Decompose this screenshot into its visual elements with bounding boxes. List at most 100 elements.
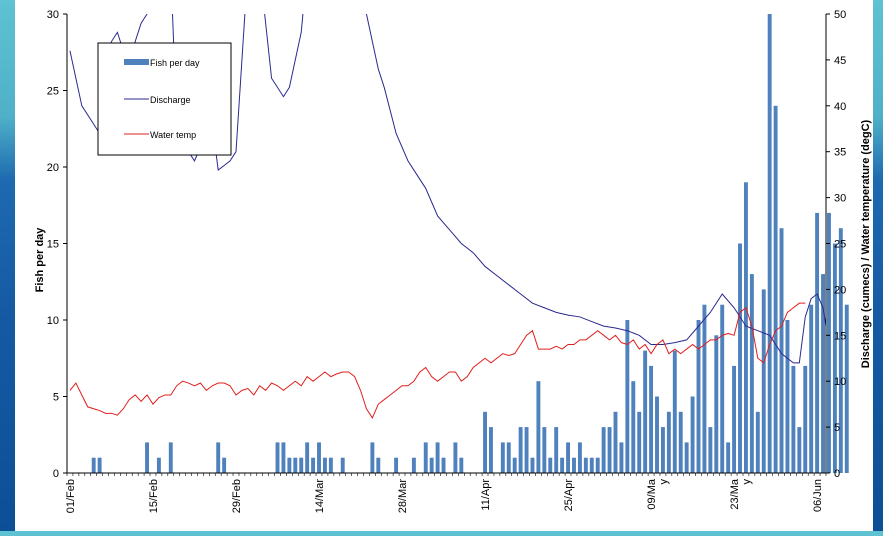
bar-fish-day-63 <box>441 457 446 473</box>
y-tick-label-15: 15 <box>47 239 59 251</box>
bar-fish-day-111 <box>726 442 731 473</box>
bar-fish-day-87 <box>583 457 588 473</box>
bar-fish-day-119 <box>773 105 778 474</box>
bar-fish-day-90 <box>601 427 606 473</box>
bar-fish-day-55 <box>394 457 399 473</box>
bar-fish-day-85 <box>572 457 576 473</box>
bar-fish-day-38 <box>293 457 298 473</box>
bar-fish-day-84 <box>566 442 571 473</box>
bar-fish-day-76 <box>518 427 523 473</box>
bar-fish-day-77 <box>524 427 529 473</box>
bar-fish-day-112 <box>732 365 737 473</box>
y2-tick-label-40: 40 <box>834 101 846 113</box>
x-tick-label-group-42: 14/Mar <box>314 479 326 514</box>
bar-fish-day-88 <box>589 457 594 473</box>
legend: Fish per day Discharge Water temp <box>97 42 232 156</box>
bar-fish-day-122 <box>791 365 796 473</box>
bar-fish-day-75 <box>512 457 517 473</box>
bar-fish-day-62 <box>435 442 440 473</box>
y-tick-label-5: 5 <box>53 392 59 404</box>
bar-fish-day-101 <box>666 411 671 473</box>
x-tick-label-112-0: 23/Ma <box>729 478 741 509</box>
line-discharge <box>69 14 826 364</box>
legend-swatch-fish-per-day <box>124 59 149 65</box>
legend-label-discharge: Discharge <box>150 95 191 105</box>
bar-fish-day-109 <box>714 335 719 473</box>
x-tick-label-56-0: 28/Mar <box>397 479 409 514</box>
bar-fish-day-128 <box>827 212 831 473</box>
x-tick-label-28-0: 29/Feb <box>231 479 243 513</box>
x-tick-label-group-28: 29/Feb <box>231 479 243 513</box>
bar-fish-day-129 <box>832 243 837 473</box>
bar-fish-day-66 <box>459 457 464 473</box>
bar-fish-day-36 <box>281 442 286 473</box>
bar-fish-day-108 <box>708 427 713 473</box>
bar-fish-day-43 <box>322 457 327 473</box>
bar-fish-day-60 <box>423 442 428 473</box>
x-tick-label-112-1: y <box>741 479 753 485</box>
bar-fish-day-118 <box>767 14 772 473</box>
bar-fish-day-123 <box>797 427 802 473</box>
y-tick-label-25: 25 <box>47 86 59 98</box>
legend-frame <box>97 42 232 156</box>
y2-tick-label-10: 10 <box>834 376 846 388</box>
bar-fish-day-106 <box>696 320 701 473</box>
y2-tick-label-20: 20 <box>834 284 846 296</box>
x-tick-label-group-126: 06/Jun <box>812 479 824 512</box>
bar-fish-day-26 <box>222 457 227 473</box>
x-tick-label-group-0: 01/Feb <box>65 479 77 513</box>
bar-fish-day-116 <box>755 411 760 473</box>
bar-fish-day-79 <box>536 381 541 473</box>
bar-fish-day-70 <box>483 411 487 473</box>
bar-fish-day-58 <box>411 457 416 473</box>
y2-tick-label-15: 15 <box>834 330 846 342</box>
y-axis-label: Fish per day <box>34 227 46 293</box>
bar-fish-day-120 <box>779 228 784 473</box>
y2-axis-label: Discharge (cumecs) / Water temperature (… <box>860 119 872 368</box>
x-tick-label-group-56: 28/Mar <box>397 479 409 514</box>
y-tick-label-10: 10 <box>47 315 59 327</box>
bar-fish-day-44 <box>328 457 333 473</box>
x-tick-label-group-98: 09/Ma y <box>646 478 670 509</box>
bar-fish-day-92 <box>613 411 618 473</box>
bar-fish-day-17 <box>168 442 173 473</box>
y2-tick-label-30: 30 <box>834 193 846 205</box>
bar-fish-day-93 <box>619 442 624 473</box>
bar-fish-day-89 <box>595 457 600 473</box>
bar-fish-day-52 <box>376 457 381 473</box>
x-tick-label-group-112: 23/Ma y <box>729 478 753 509</box>
bar-fish-day-114 <box>743 182 748 474</box>
x-tick-label-42-0: 14/Mar <box>314 479 326 514</box>
bar-fish-day-15 <box>156 457 161 473</box>
bar-fish-day-74 <box>506 442 511 473</box>
bar-fish-day-104 <box>684 442 689 473</box>
x-tick-label-126-0: 06/Jun <box>812 479 824 512</box>
bar-fish-day-65 <box>453 442 458 473</box>
bar-fish-day-126 <box>815 212 820 473</box>
bar-fish-day-99 <box>655 396 659 473</box>
y-tick-label-0: 0 <box>53 468 59 480</box>
bar-fish-day-4 <box>91 457 96 473</box>
chart-svg: 0 5 10 15 20 25 30 0 5 10 15 20 25 30 35 40 45 50 01/Feb 15… <box>34 9 872 514</box>
x-tick-label-14-0: 15/Feb <box>148 479 160 513</box>
bar-fish-day-124 <box>803 365 808 473</box>
y2-tick-label-35: 35 <box>834 147 846 159</box>
legend-label-fish-per-day: Fish per day <box>150 58 200 68</box>
y-tick-label-30: 30 <box>47 9 59 21</box>
bar-fish-day-40 <box>305 442 310 473</box>
bar-fish-day-35 <box>275 442 280 473</box>
x-tick-label-group-70: 11/Apr <box>480 479 492 511</box>
x-tick-label-group-14: 15/Feb <box>148 479 160 513</box>
bar-fish-day-110 <box>720 304 725 473</box>
bar-fish-day-130 <box>838 228 843 473</box>
bar-fish-day-107 <box>702 304 707 473</box>
bar-fish-day-102 <box>672 350 677 473</box>
bar-fish-day-113 <box>738 243 742 473</box>
bar-fish-day-61 <box>429 457 434 473</box>
bar-fish-day-103 <box>678 411 683 473</box>
chart-area: 0 5 10 15 20 25 30 0 5 10 15 20 25 30 35 40 45 50 01/Feb 15… <box>15 0 873 531</box>
bar-fish-day-86 <box>577 442 582 473</box>
bar-fish-day-91 <box>607 427 612 473</box>
y2-tick-label-50: 50 <box>834 9 846 21</box>
y-tick-label-20: 20 <box>47 162 59 174</box>
